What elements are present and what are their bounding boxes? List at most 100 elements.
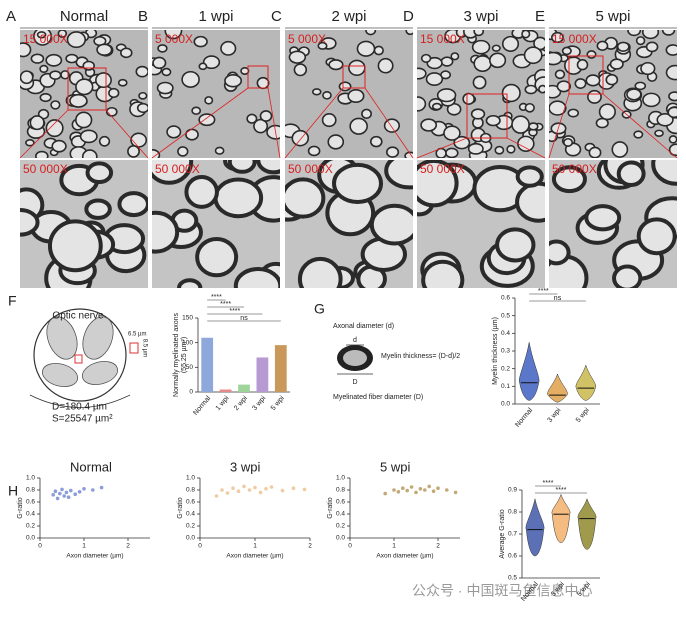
d-label: d: [353, 337, 357, 344]
y-tick-label: 0.1: [501, 383, 510, 390]
magnification: 50 000X: [23, 162, 68, 176]
fiber: [605, 73, 619, 86]
fiber: [130, 132, 148, 148]
point: [64, 490, 69, 495]
fiber: [152, 210, 180, 254]
fiber: [49, 70, 62, 80]
fiber: [585, 74, 601, 87]
fiber: [421, 259, 465, 288]
fiber: [626, 88, 642, 101]
fiber: [347, 88, 365, 104]
point: [269, 485, 274, 489]
zoom-box: [247, 65, 269, 89]
bar: [219, 389, 232, 392]
fiber: [349, 117, 368, 135]
fiber: [609, 58, 624, 70]
magnification: 5 000X: [155, 32, 193, 46]
fiber: [198, 62, 208, 71]
fiber: [75, 78, 94, 96]
bar: [201, 337, 214, 392]
zoom-box: [67, 67, 107, 111]
fiber: [297, 256, 343, 288]
fiber: [259, 110, 273, 122]
point: [231, 486, 235, 491]
fiber: [240, 66, 250, 75]
fiber: [75, 111, 93, 129]
y-tick-label: 1.0: [186, 475, 195, 482]
panel-title: 3 wpi: [463, 8, 498, 25]
fiber: [135, 65, 148, 78]
comparison-label: ****: [229, 308, 240, 315]
fiber: [348, 59, 366, 76]
fiber: [595, 117, 609, 129]
fiber: [185, 128, 199, 141]
fiber: [563, 137, 574, 147]
fiber: [668, 143, 677, 157]
point: [258, 490, 263, 495]
point: [91, 488, 95, 492]
fiber: [420, 118, 438, 132]
y-tick-label: 0.5: [501, 312, 510, 319]
y-axis-label: G-ratio: [327, 497, 334, 519]
fiber: [317, 41, 328, 50]
point: [214, 494, 219, 498]
micrograph: [152, 30, 280, 158]
panel-letter: H: [8, 483, 18, 499]
panel-title: 2 wpi: [331, 8, 366, 25]
fiber: [288, 50, 307, 64]
fiber: [35, 150, 49, 158]
y-tick-label: 100: [182, 339, 193, 346]
fiber: [501, 35, 520, 52]
point: [392, 488, 396, 492]
point: [427, 484, 432, 489]
fiber: [39, 93, 52, 103]
zoom-line: [602, 93, 678, 159]
panel-title: Normal: [60, 8, 108, 25]
point: [62, 494, 66, 498]
fiber: [152, 160, 194, 185]
zoom-line: [151, 87, 249, 159]
fiber: [528, 122, 539, 131]
panel-title: 1 wpi: [198, 8, 233, 25]
fiber: [25, 139, 35, 147]
fiber: [616, 160, 646, 188]
y-tick-label: 0.0: [26, 535, 35, 542]
zoom-line: [19, 109, 69, 159]
fiber: [191, 106, 202, 115]
D-label: D: [352, 379, 357, 386]
fiber: [524, 84, 538, 95]
fiber: [489, 52, 507, 69]
fiber: [549, 239, 571, 266]
y-tick-label: 0.4: [336, 511, 345, 518]
fiber: [656, 113, 674, 127]
fiber: [473, 55, 492, 73]
magnification: 50 000X: [420, 162, 465, 176]
point: [401, 486, 405, 491]
point: [60, 487, 64, 492]
violin: [551, 493, 571, 544]
fiber: [66, 31, 87, 49]
fiber: [405, 30, 413, 36]
zoom-box: [466, 93, 508, 139]
magnification: 15 000X: [23, 32, 68, 46]
fiber: [551, 31, 564, 44]
fiber: [166, 125, 182, 139]
fiber: [521, 30, 531, 39]
comparison-label: ns: [554, 295, 562, 302]
fiber: [511, 115, 530, 134]
fiber: [404, 151, 413, 158]
fiber: [596, 40, 609, 51]
point: [242, 484, 246, 489]
y-tick-label: 0.4: [501, 330, 510, 337]
fiber: [661, 30, 676, 36]
fiber: [635, 36, 646, 46]
box-height: 8.5 µm: [141, 339, 147, 357]
fiber: [184, 175, 219, 209]
fiber: [425, 72, 444, 87]
point: [409, 485, 414, 489]
fiber: [327, 134, 345, 150]
zoom-line: [416, 137, 468, 159]
panel-letter: B: [138, 8, 148, 25]
fiber: [561, 46, 572, 56]
